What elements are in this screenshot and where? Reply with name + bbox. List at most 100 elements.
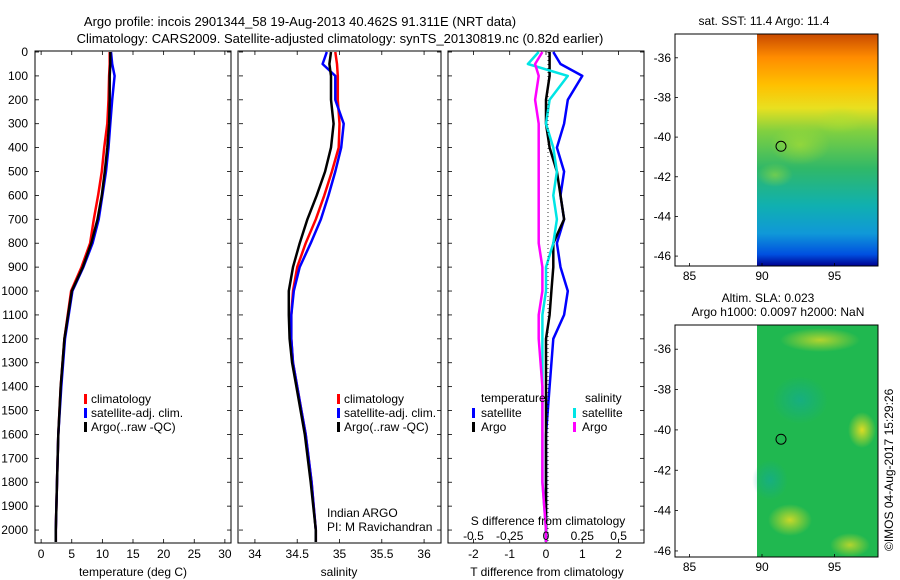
salinity-difference-tick-label: 0 <box>543 529 550 543</box>
depth-tick-label: 900 <box>8 260 28 274</box>
x-tick-label: 1 <box>579 547 586 561</box>
difference-legend: temperature salinity satellite Argo sate… <box>472 391 623 434</box>
imos-timestamp-watermark: ©IMOS 04-Aug-2017 15:29:26 <box>882 388 896 551</box>
sla-field-texture <box>830 533 870 557</box>
x-tick-label: 2 <box>615 547 622 561</box>
salinity-difference-tick-label: -0.5 <box>463 529 484 543</box>
difference-series <box>526 51 584 542</box>
legend-label-argo: Argo(..raw -QC) <box>91 420 176 434</box>
depth-tick-label: 700 <box>8 212 28 226</box>
salinity-difference-tick-label: 0.5 <box>610 529 627 543</box>
map-x-tick-label: 95 <box>828 560 842 574</box>
sst-map-title: sat. SST: 11.4 Argo: 11.4 <box>699 14 830 28</box>
x-tick-label: 30 <box>218 547 232 561</box>
temperature-legend: climatology satellite-adj. clim. Argo(..… <box>84 392 183 434</box>
depth-tick-label: 1900 <box>1 499 28 513</box>
legend-swatch-climatology <box>84 394 87 404</box>
depth-tick-label: 1600 <box>1 427 28 441</box>
argo-position-marker <box>775 140 787 152</box>
sla-field-texture <box>752 460 788 500</box>
map-x-tick-label: 90 <box>755 560 769 574</box>
depth-tick-label: 1800 <box>1 475 28 489</box>
depth-tick-label: 1700 <box>1 451 28 465</box>
salinity-difference-axis-title: S difference from climatology <box>471 514 626 528</box>
legend-title-temperature: temperature <box>481 391 546 405</box>
temperature-series <box>54 51 116 542</box>
sst-map-frame <box>674 33 879 267</box>
depth-tick-label: 1200 <box>1 332 28 346</box>
x-tick-label: -1 <box>504 547 515 561</box>
legend-label-satellite: satellite-adj. clim. <box>344 406 436 420</box>
sla-field-texture <box>768 504 812 536</box>
x-tick-label: 34.5 <box>286 547 310 561</box>
x-tick-label: 36 <box>417 547 431 561</box>
sst-field-texture <box>757 163 793 187</box>
depth-tick-label: 2000 <box>1 523 28 537</box>
temperature-plot-frame <box>34 50 232 544</box>
map-x-tick-label: 90 <box>755 269 769 283</box>
sla-map-title: Altim. SLA: 0.023 <box>722 291 815 305</box>
depth-tick-label: 0 <box>21 45 28 59</box>
x-tick-label: 34 <box>248 547 262 561</box>
legend-swatch-temp-argo <box>472 422 475 432</box>
legend-label-temp-argo: Argo <box>481 420 507 434</box>
depth-tick-label: 200 <box>8 93 28 107</box>
x-tick-label: 35.5 <box>370 547 394 561</box>
depth-tick-label: 500 <box>8 165 28 179</box>
series-line-salinity-argo <box>533 51 548 542</box>
depth-tick-label: 400 <box>8 141 28 155</box>
x-tick-label: 0 <box>38 547 45 561</box>
legend-label-satellite: satellite-adj. clim. <box>91 406 183 420</box>
sla-map-frame <box>674 324 879 558</box>
legend-swatch-argo <box>337 422 340 432</box>
map-y-tick-label: -42 <box>654 463 672 477</box>
sla-map-subtitle: Argo h1000: 0.0097 h2000: NaN <box>692 305 865 319</box>
figure-title-line1: Argo profile: incois 2901344_58 19-Aug-2… <box>84 14 516 29</box>
map-y-tick-label: -38 <box>654 383 672 397</box>
depth-tick-label: 1400 <box>1 380 28 394</box>
depth-axis: 0 100 200 300 400 500 600 700 800 900 1000 1100 1200… <box>1 45 28 537</box>
x-tick-label: 35 <box>333 547 347 561</box>
map-y-tick-label: -36 <box>654 342 672 356</box>
legend-label-sal-satellite: satellite <box>582 406 623 420</box>
figure-title-line2: Climatology: CARS2009. Satellite-adjuste… <box>77 31 604 46</box>
x-tick-label: 0 <box>543 547 550 561</box>
map-y-tick-label: -44 <box>654 504 672 518</box>
series-line-satellite-adj-clim- <box>54 51 116 542</box>
map-y-tick-label: -46 <box>654 544 672 558</box>
temperature-x-label: temperature (deg C) <box>79 565 187 579</box>
map-x-tick-label: 85 <box>683 560 697 574</box>
sla-map <box>674 324 879 558</box>
sst-map <box>674 33 879 267</box>
depth-tick-label: 1100 <box>2 308 28 322</box>
series-line-temperature-argo <box>544 52 566 542</box>
map-x-tick-label: 95 <box>828 269 842 283</box>
salinity-difference-tick-labels: -0.5 -0.25 0 0.25 0.5 <box>463 529 627 543</box>
salinity-series <box>287 51 345 542</box>
map-y-tick-label: -44 <box>654 209 672 223</box>
series-line-climatology <box>54 52 111 542</box>
salinity-x-label: salinity <box>321 565 358 579</box>
legend-swatch-satellite <box>337 408 340 418</box>
legend-swatch-satellite <box>84 408 87 418</box>
pi-label: PI: M Ravichandran <box>327 520 432 534</box>
depth-tick-label: 1300 <box>1 356 28 370</box>
series-line-satellite-adj-clim- <box>290 51 345 542</box>
sla-field-texture <box>780 328 860 352</box>
x-tick-label: -2 <box>468 547 479 561</box>
depth-tick-label: 1500 <box>1 404 28 418</box>
sla-field-texture <box>772 376 828 424</box>
map-y-tick-label: -42 <box>654 170 672 184</box>
map-y-tick-label: -38 <box>654 90 672 104</box>
legend-label-argo: Argo(..raw -QC) <box>344 420 429 434</box>
legend-label-temp-satellite: satellite <box>481 406 522 420</box>
map-y-tick-label: -46 <box>654 249 672 263</box>
difference-x-label: T difference from climatology <box>470 565 624 579</box>
legend-swatch-sal-argo <box>573 422 576 432</box>
map-y-tick-label: -36 <box>654 51 672 65</box>
x-tick-label: 25 <box>188 547 202 561</box>
x-tick-label: 15 <box>126 547 140 561</box>
legend-label-climatology: climatology <box>91 392 151 406</box>
float-program-label: Indian ARGO <box>327 506 398 520</box>
